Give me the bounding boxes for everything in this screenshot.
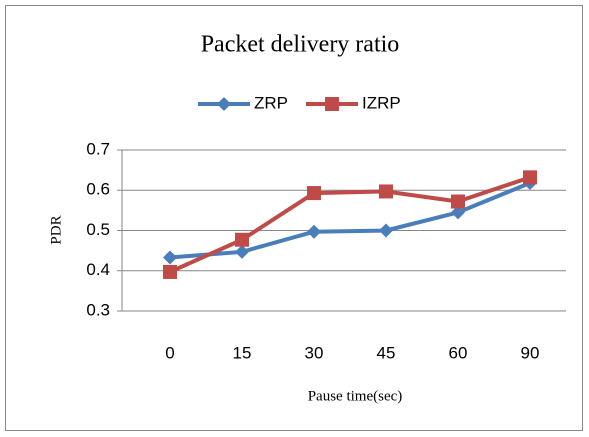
marker <box>307 224 321 239</box>
y-tick-label: 0.3 <box>86 300 110 319</box>
x-axis-label: Pause time(sec) <box>308 388 403 404</box>
marker <box>163 250 177 265</box>
marker <box>523 170 537 185</box>
chart-title: Packet delivery ratio <box>201 32 400 58</box>
series-line <box>169 175 531 274</box>
marker <box>163 264 177 279</box>
x-tick-label: 30 <box>305 343 324 362</box>
chart-border <box>5 5 583 431</box>
series-line <box>169 181 531 260</box>
marker <box>307 186 321 201</box>
legend-marker <box>217 97 231 111</box>
marker <box>235 232 249 247</box>
marker <box>379 184 393 199</box>
marker <box>379 223 393 238</box>
x-tick-label: 90 <box>521 343 540 362</box>
marker <box>235 244 249 259</box>
y-tick-label: 0.4 <box>86 260 110 279</box>
x-tick-label: 60 <box>449 343 468 362</box>
y-tick-label: 0.5 <box>86 220 110 239</box>
legend-label: ZRP <box>254 93 288 112</box>
x-tick-label: 15 <box>233 343 252 362</box>
marker <box>451 194 465 209</box>
x-tick-label: 45 <box>377 343 396 362</box>
legend-marker <box>325 97 339 111</box>
legend-label: IZRP <box>362 93 401 112</box>
y-tick-label: 0.6 <box>86 180 110 199</box>
x-tick-label: 0 <box>165 343 174 362</box>
y-tick-label: 0.7 <box>86 139 110 158</box>
marker <box>451 205 465 220</box>
y-axis-label: PDR <box>48 215 64 244</box>
